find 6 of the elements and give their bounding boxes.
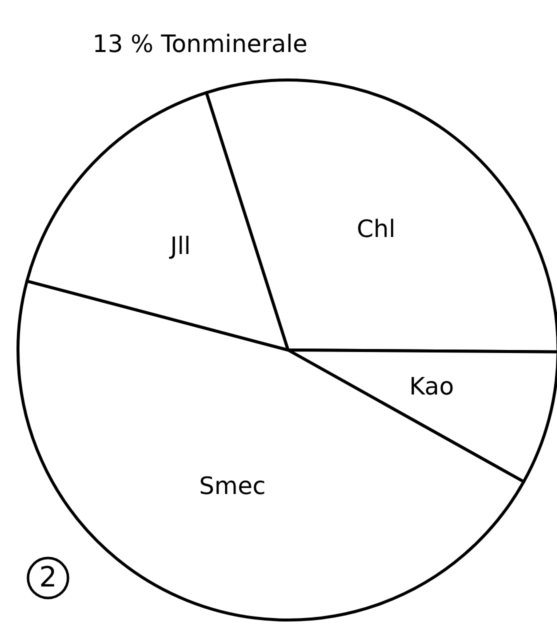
chart-title: 13 % Tonminerale <box>92 30 308 58</box>
slice-label: Smec <box>199 472 266 500</box>
slice-label: Chl <box>356 215 396 244</box>
text: 2 <box>39 560 57 594</box>
slice-label: Kao <box>409 372 454 400</box>
slice-label: Jll <box>168 232 191 260</box>
